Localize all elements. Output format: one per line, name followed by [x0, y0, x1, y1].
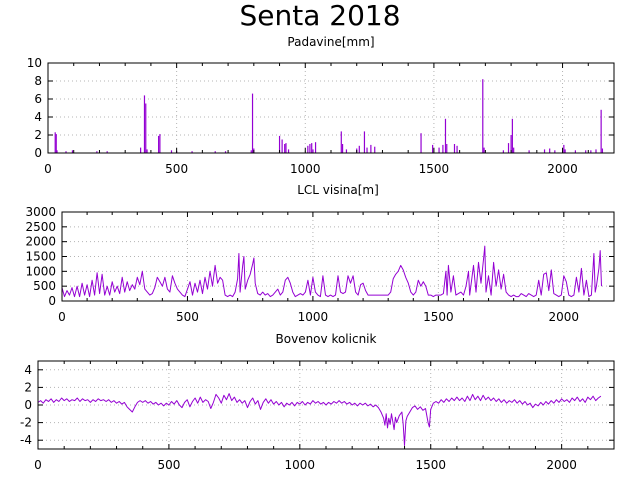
x-tick-label: 1500 [423, 310, 454, 324]
x-tick-label: 500 [176, 310, 199, 324]
y-tick-label: 4 [24, 363, 32, 377]
chart-panel-1: Padavine[mm] 0 500 1000 1500 2000 0 2 4 6 8 10 [27, 35, 615, 176]
x-tick-label: 500 [157, 458, 180, 472]
x-tick-label: 2000 [546, 458, 577, 472]
y-tick-label: 2000 [25, 235, 56, 249]
y-tick-label: 2500 [25, 220, 56, 234]
page-title: Senta 2018 [239, 0, 401, 32]
chart-panel-2: LCL visina[m]0 500 1000 1500 200005001000150… [25, 183, 615, 324]
x-tick-label: 0 [34, 458, 42, 472]
y-tick-label: 8 [34, 74, 42, 88]
chart-title: Bovenov kolicnik [276, 332, 377, 346]
y-tick-label: -4 [20, 433, 32, 447]
series-line [61, 245, 602, 298]
x-tick-label: 2000 [547, 162, 578, 176]
x-tick-label: 1000 [285, 458, 316, 472]
y-tick-label: 2 [24, 380, 32, 394]
y-tick-label: 0 [34, 146, 42, 160]
y-tick-label: 3000 [25, 205, 56, 219]
y-tick-label: 1500 [25, 250, 56, 264]
chart-title: Padavine[mm] [287, 35, 374, 49]
chart-panel-3: Bovenov kolicnik 0 500 1000 1500 2000 -4 -2 0 2 4 [20, 332, 615, 472]
x-tick-label: 1500 [419, 162, 450, 176]
y-tick-label: 2 [34, 128, 42, 142]
x-tick-label: 2000 [549, 310, 580, 324]
y-tick-label: 0 [24, 398, 32, 412]
y-tick-label: 500 [33, 279, 56, 293]
x-tick-label: 0 [44, 162, 52, 176]
y-tick-label: 1000 [25, 264, 56, 278]
y-tick-label: 10 [27, 56, 42, 70]
chart-title: LCL visina[m] [297, 183, 379, 197]
y-tick-label: 0 [48, 294, 56, 308]
series-line [37, 393, 602, 446]
y-tick-label: 6 [34, 92, 42, 106]
y-tick-label: -2 [20, 416, 32, 430]
x-tick-label: 1000 [290, 162, 321, 176]
x-tick-label: 500 [165, 162, 188, 176]
x-tick-label: 1000 [298, 310, 329, 324]
y-tick-label: 4 [34, 110, 42, 124]
x-tick-label: 1500 [415, 458, 446, 472]
plot-frame [47, 62, 615, 154]
x-tick-label: 0 [58, 310, 66, 324]
